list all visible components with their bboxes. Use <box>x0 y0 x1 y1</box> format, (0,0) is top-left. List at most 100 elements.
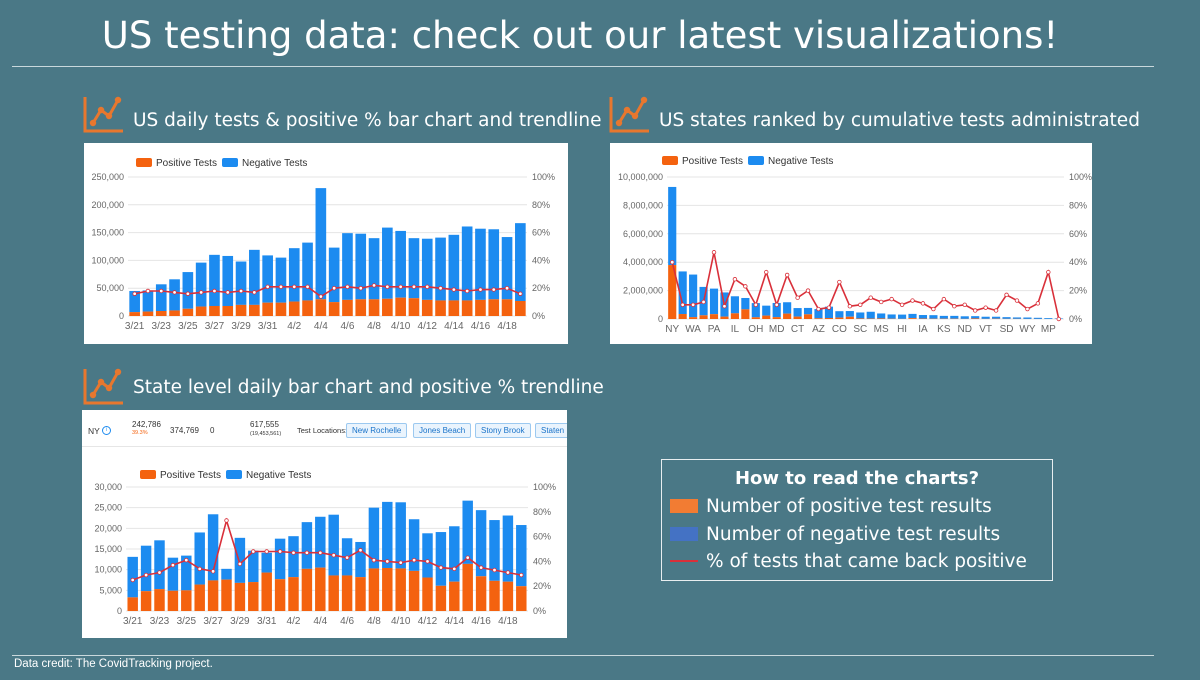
trend-point <box>304 550 310 555</box>
bar-negative <box>288 536 299 578</box>
footer-divider <box>12 655 1154 656</box>
trend-point <box>411 284 417 290</box>
bar-negative <box>181 555 192 591</box>
x-tick-label: 4/6 <box>340 616 354 627</box>
y-tick-label: 2,000,000 <box>623 286 663 296</box>
trend-point <box>1046 269 1051 275</box>
state-negative: 374,769 <box>170 426 199 435</box>
bar-negative <box>866 311 875 319</box>
trend-point <box>345 284 350 290</box>
trend-point <box>265 284 270 290</box>
bar-negative <box>261 552 272 573</box>
bar-negative <box>127 556 138 598</box>
bar-positive <box>720 316 729 319</box>
bar-negative <box>274 538 286 580</box>
trend-point <box>237 561 243 567</box>
trend-point <box>224 518 229 523</box>
trend-point <box>952 304 957 309</box>
location-button[interactable]: Staten <box>535 423 567 438</box>
bar-positive <box>793 316 802 319</box>
trend-point <box>711 250 717 255</box>
bar-negative <box>488 229 500 300</box>
bar-negative <box>234 537 246 583</box>
chart-line-icon <box>83 368 123 405</box>
x-tick-label: 3/23 <box>150 616 170 627</box>
legend-label-positive: Positive Tests <box>682 156 743 167</box>
bar-negative <box>395 230 406 298</box>
trend-point <box>837 279 842 285</box>
bar-positive <box>877 318 886 319</box>
x-tick-label: NY <box>665 324 679 335</box>
bar-positive <box>730 313 739 319</box>
x-tick-label: 3/29 <box>230 616 250 627</box>
state-positive-pct: 39.3% <box>132 430 148 436</box>
bar-positive <box>845 316 854 319</box>
x-tick-label: ND <box>958 324 972 335</box>
trend-point <box>795 295 800 300</box>
trend-point <box>438 565 444 570</box>
bar-negative <box>408 519 420 571</box>
y2-tick-label: 100% <box>533 482 556 492</box>
trend-point <box>358 285 363 291</box>
x-tick-label: 4/8 <box>367 616 381 627</box>
bar-negative <box>221 568 232 580</box>
bar-positive <box>315 567 326 611</box>
x-tick-label: AZ <box>812 324 825 335</box>
bar-positive <box>275 302 287 316</box>
section-title-ranked: US states ranked by cumulative tests adm… <box>659 110 1140 131</box>
x-tick-label: 4/6 <box>340 321 354 332</box>
daily-tests-chart: Positive Tests Negative Tests 0 50,000 100,0… <box>91 158 555 332</box>
state-code: NY <box>88 426 100 436</box>
legend-row-negative: Number of negative test results <box>670 524 1000 545</box>
trend-point <box>143 572 149 578</box>
trend-point <box>983 305 988 310</box>
bar-negative <box>1033 317 1042 319</box>
trend-point <box>826 305 832 310</box>
x-tick-label: 3/25 <box>177 616 197 627</box>
bar-negative <box>448 234 460 301</box>
bar-positive <box>154 589 165 611</box>
bar-positive <box>835 317 844 319</box>
legend-label-positive: Positive Tests <box>160 470 221 481</box>
trend-point <box>452 566 457 572</box>
bar-positive <box>741 309 750 319</box>
percent-line-swatch <box>670 560 698 562</box>
legend-label: Number of negative test results <box>706 524 1001 545</box>
chart-panel-daily: Positive Tests Negative Tests 0 50,000 100,0… <box>84 143 568 344</box>
y-tick-label: 250,000 <box>91 172 124 182</box>
bar-positive <box>824 318 834 319</box>
y-tick-label: 4,000,000 <box>623 257 663 267</box>
bar-positive <box>167 590 179 611</box>
trend-point <box>358 548 363 553</box>
bar-negative <box>421 238 433 300</box>
y-tick-label: 10,000 <box>94 565 122 575</box>
bar-positive <box>248 582 259 611</box>
x-tick-label: 3/21 <box>123 616 143 627</box>
state-summary-strip: NY i 242,786 39.3% 374,769 0 617,555 (19… <box>82 410 567 447</box>
info-icon[interactable]: i <box>102 426 111 435</box>
trend-point <box>264 549 269 554</box>
y-tick-label: 20,000 <box>94 523 122 533</box>
bar-negative <box>140 545 152 592</box>
bar-negative <box>908 313 917 319</box>
trend-point <box>505 570 511 575</box>
bar-positive <box>301 568 313 611</box>
location-button[interactable]: New Rochelle <box>346 423 408 438</box>
bar-positive <box>182 308 194 316</box>
y2-tick-label: 60% <box>533 532 551 542</box>
trend-point <box>318 294 324 299</box>
x-tick-label: 4/18 <box>498 616 518 627</box>
page-title: US testing data: check out our latest vi… <box>101 14 1059 57</box>
bar-negative <box>814 309 823 319</box>
bar-negative <box>918 315 928 319</box>
location-button[interactable]: Stony Brook <box>475 423 531 438</box>
x-tick-label: IA <box>918 324 928 335</box>
y2-tick-label: 0% <box>532 311 545 321</box>
bar-positive <box>502 581 514 611</box>
y2-tick-label: 60% <box>532 228 550 238</box>
negative-swatch <box>670 527 698 541</box>
location-button[interactable]: Jones Beach <box>413 423 472 438</box>
bar-positive <box>448 300 460 316</box>
bar-positive <box>395 297 406 316</box>
trend-point <box>993 308 999 313</box>
